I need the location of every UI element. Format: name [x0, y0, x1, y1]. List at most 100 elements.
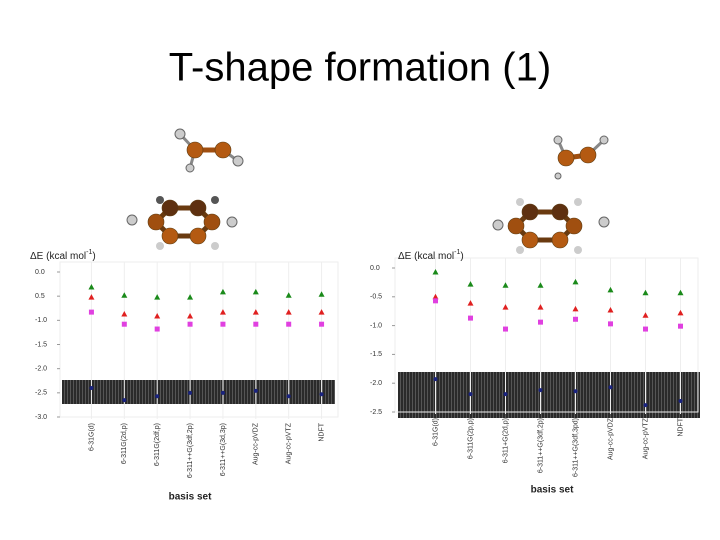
x-tick-label: 6-311++G(3df,2p): [187, 423, 194, 478]
marker-triangle: [537, 304, 544, 310]
marker-square: [573, 316, 578, 322]
marker-dot: [433, 377, 438, 382]
marker-triangle: [219, 288, 226, 295]
marker-square: [187, 321, 193, 327]
marker-triangle: [318, 291, 325, 297]
marker-triangle: [285, 292, 292, 298]
marker-triangle: [187, 294, 194, 300]
marker-triangle: [432, 293, 439, 300]
marker-triangle: [642, 312, 649, 318]
x-axis-label: basis set: [531, 485, 574, 496]
y-axis-label-part: ): [92, 251, 95, 262]
marker-triangle: [252, 309, 259, 315]
y-tick-label: 0.0: [35, 269, 45, 276]
x-tick-label: 6-311G(2d,p): [121, 423, 128, 464]
marker-square: [253, 321, 259, 327]
y-tick-label: -2.0: [370, 380, 382, 387]
marker-triangle: [467, 281, 474, 287]
marker-dot: [643, 403, 648, 408]
x-tick-label: 6-311G(2df,p): [154, 423, 161, 466]
y-axis-label: ΔE (kcal mol-1): [398, 249, 464, 261]
marker-triangle: [572, 305, 579, 312]
marker-triangle: [502, 282, 509, 288]
marker-square: [468, 315, 473, 321]
marker-dot: [155, 394, 160, 399]
marker-square: [319, 321, 325, 327]
marker-square: [678, 323, 683, 329]
x-tick-label: Aug-cc-pVTZ: [642, 417, 649, 459]
x-tick-label: NDFT: [677, 417, 684, 436]
y-axis-label-part: -1: [86, 249, 92, 256]
y-tick-label: -3.0: [35, 414, 47, 421]
marker-triangle: [252, 288, 259, 295]
marker-triangle: [432, 269, 439, 275]
highlight-band: [398, 372, 700, 418]
marker-triangle: [607, 286, 614, 293]
y-tick-label: -1.0: [35, 317, 47, 324]
marker-triangle: [537, 282, 544, 288]
marker-square: [608, 321, 613, 327]
y-tick-label: -2.5: [370, 409, 382, 416]
marker-dot: [468, 392, 473, 397]
marker-triangle: [219, 309, 226, 315]
marker-triangle: [677, 309, 684, 316]
marker-square: [88, 309, 94, 315]
marker-dot: [503, 392, 508, 397]
plot-frame: [394, 257, 699, 413]
slide-title: T-shape formation (1): [169, 46, 551, 90]
marker-dot: [538, 388, 543, 393]
y-axis-label-part: ): [460, 251, 463, 262]
marker-square: [286, 321, 292, 327]
y-tick-label: -2.0: [35, 366, 47, 373]
plot-frame: [59, 261, 339, 418]
marker-dot: [89, 386, 94, 390]
marker-dot: [220, 390, 225, 395]
y-tick-label: 0.0: [370, 265, 380, 272]
y-axis-label-part: ΔE (kcal mol: [398, 251, 454, 262]
marker-square: [503, 326, 508, 332]
highlight-band: [62, 380, 335, 404]
x-tick-label: 6-31G(d): [88, 423, 95, 451]
marker-triangle: [121, 292, 128, 298]
x-tick-label: 6-311G(2p,p): [467, 418, 474, 459]
x-tick-label: 6-311++G(3df,2p): [537, 418, 544, 473]
marker-triangle: [607, 307, 614, 313]
y-tick-label: -1.0: [370, 322, 382, 329]
marker-triangle: [88, 294, 95, 300]
marker-dot: [608, 385, 613, 390]
marker-triangle: [285, 309, 292, 315]
molecule-right: [492, 135, 610, 254]
marker-dot: [286, 394, 291, 399]
marker-triangle: [88, 283, 95, 290]
marker-triangle: [187, 312, 194, 319]
marker-triangle: [642, 289, 649, 296]
marker-triangle: [677, 289, 684, 296]
marker-dot: [122, 398, 127, 403]
marker-triangle: [154, 312, 161, 319]
marker-triangle: [318, 309, 325, 315]
y-axis-label-part: ΔE (kcal mol: [30, 251, 86, 262]
marker-triangle: [467, 300, 474, 306]
marker-dot: [573, 389, 578, 394]
molecule-left: [126, 128, 244, 250]
marker-triangle: [502, 304, 509, 310]
marker-square: [154, 326, 160, 332]
marker-square: [433, 298, 438, 304]
x-tick-label: 6-31G(d): [432, 418, 439, 446]
x-tick-label: NDFT: [318, 422, 325, 441]
y-tick-label: 0.5: [35, 293, 45, 300]
marker-dot: [319, 392, 324, 397]
marker-dot: [188, 390, 193, 395]
x-tick-label: Aug-cc-pVDZ: [607, 417, 614, 460]
y-tick-label: -0.5: [370, 294, 382, 301]
marker-dot: [678, 399, 683, 404]
y-axis-label-part: -1: [454, 249, 460, 256]
marker-square: [538, 319, 543, 325]
y-tick-label: -2.5: [35, 390, 47, 397]
x-tick-label: 6-311++G(3d,3p): [220, 423, 227, 476]
marker-dot: [253, 388, 258, 393]
y-axis-label: ΔE (kcal mol-1): [30, 249, 96, 261]
marker-triangle: [572, 278, 579, 285]
